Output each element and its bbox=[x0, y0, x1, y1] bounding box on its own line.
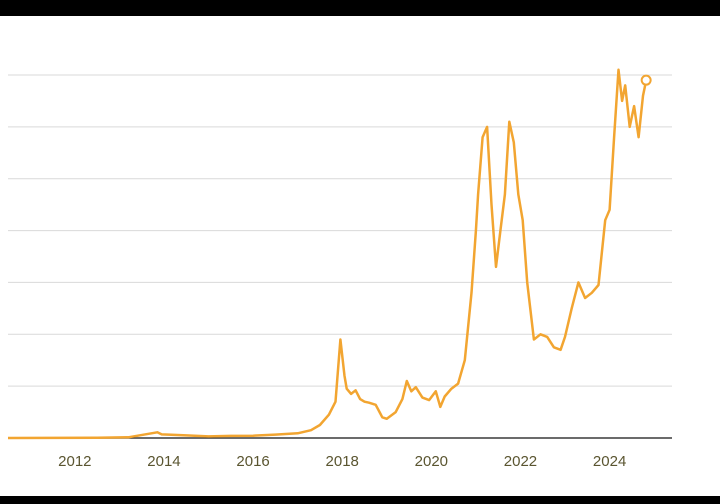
x-tick-label: 2014 bbox=[147, 453, 180, 470]
price-line-chart: 2012 2014 2016 2018 2020 2022 2024 bbox=[7, 68, 672, 470]
series-line bbox=[7, 68, 648, 440]
x-tick-label: 2022 bbox=[504, 453, 537, 470]
x-tick-label: 2024 bbox=[593, 453, 626, 470]
x-tick-label: 2020 bbox=[415, 453, 448, 470]
x-tick-label: 2018 bbox=[326, 453, 359, 470]
x-tick-label: 2012 bbox=[58, 453, 91, 470]
x-tick-label: 2016 bbox=[236, 453, 269, 470]
chart-canvas: 2012 2014 2016 2018 2020 2022 2024 bbox=[0, 16, 720, 496]
endpoint-marker bbox=[640, 74, 652, 86]
